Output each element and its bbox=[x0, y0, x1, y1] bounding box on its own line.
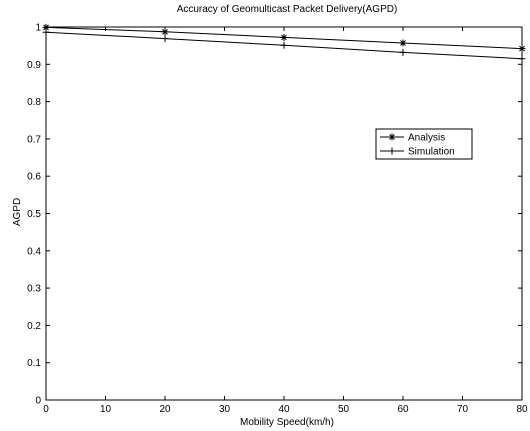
y-tick-label: 0.8 bbox=[27, 97, 41, 108]
x-tick-label: 70 bbox=[457, 404, 469, 415]
data-point-plus bbox=[399, 48, 407, 56]
y-tick-label: 0.5 bbox=[27, 209, 41, 220]
x-tick-label: 20 bbox=[159, 404, 171, 415]
y-tick-label: 0.7 bbox=[27, 134, 41, 145]
x-axis-title: Mobility Speed(km/h) bbox=[240, 417, 334, 428]
series-layer bbox=[42, 23, 526, 63]
y-tick-label: 0 bbox=[35, 396, 41, 407]
y-tick-label: 0.9 bbox=[27, 60, 41, 71]
data-point-asterisk bbox=[388, 133, 396, 141]
data-point-asterisk bbox=[518, 45, 526, 53]
x-tick-label: 50 bbox=[338, 404, 350, 415]
y-tick-label: 0.6 bbox=[27, 172, 41, 183]
data-point-asterisk bbox=[161, 28, 169, 36]
y-axis-title: AGPD bbox=[12, 198, 23, 226]
data-point-asterisk bbox=[399, 39, 407, 47]
data-point-plus bbox=[280, 41, 288, 49]
x-tick-label: 60 bbox=[397, 404, 409, 415]
data-point-plus bbox=[388, 147, 396, 155]
x-axis: 0 10 20 30 40 50 60 70 80 bbox=[43, 27, 528, 415]
y-tick-label: 0.4 bbox=[27, 246, 41, 257]
data-point-plus bbox=[518, 55, 526, 63]
legend-label: Simulation bbox=[408, 147, 455, 158]
y-tick-label: 0.3 bbox=[27, 284, 41, 295]
x-tick-label: 0 bbox=[43, 404, 49, 415]
chart-title: Accuracy of Geomulticast Packet Delivery… bbox=[177, 4, 398, 15]
legend-label: Analysis bbox=[408, 133, 445, 144]
y-tick-label: 0.1 bbox=[27, 358, 41, 369]
plot-frame bbox=[45, 26, 523, 401]
x-tick-label: 10 bbox=[100, 404, 112, 415]
legend: Analysis Simulation bbox=[375, 128, 473, 160]
x-tick-label: 40 bbox=[278, 404, 290, 415]
x-tick-label: 30 bbox=[219, 404, 231, 415]
data-point-plus bbox=[42, 28, 50, 36]
x-tick-label: 80 bbox=[516, 404, 528, 415]
y-tick-label: 0.2 bbox=[27, 321, 41, 332]
y-axis: 0 0.1 0.2 0.3 0.4 0.5 0.6 0.7 0.8 0.9 1 bbox=[27, 23, 522, 407]
data-point-asterisk bbox=[280, 33, 288, 41]
y-tick-label: 1 bbox=[35, 23, 41, 34]
data-point-plus bbox=[161, 35, 169, 43]
